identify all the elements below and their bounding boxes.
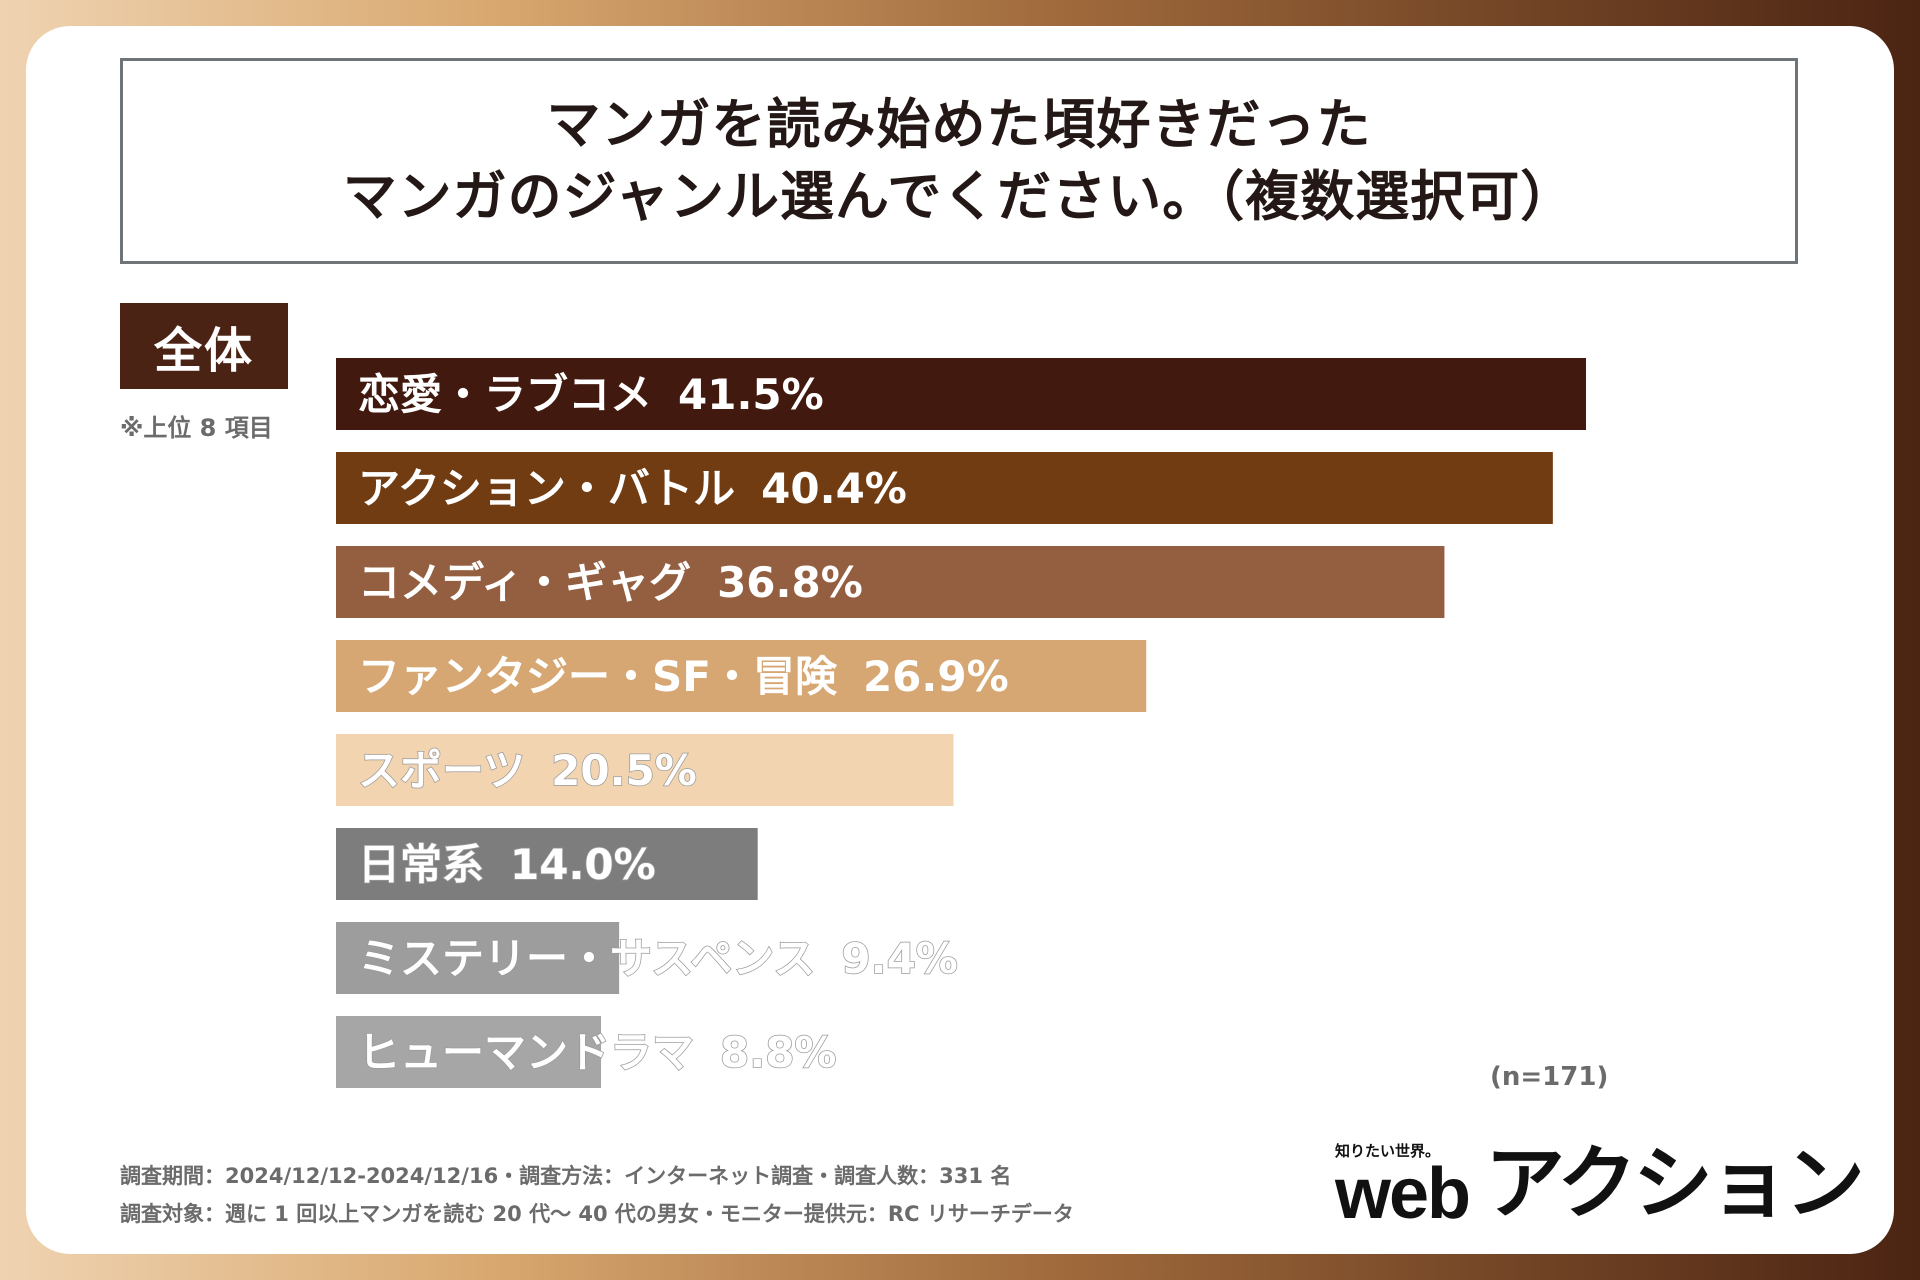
title-box: マンガを読み始めた頃好きだった マンガのジャンル選んでください。（複数選択可）	[120, 58, 1798, 264]
category-label: ヒューマンドラマ	[358, 1028, 694, 1077]
bar-2	[336, 452, 1553, 524]
title-line-2: マンガのジャンル選んでください。（複数選択可）	[342, 165, 1576, 228]
bar-label-2: アクション・バトル 40.4%	[358, 464, 907, 513]
sample-size-label: (n=171)	[1490, 1062, 1609, 1092]
bar-1	[336, 358, 1586, 430]
value-label: 41.5%	[678, 370, 824, 419]
bar-label-5: スポーツ 20.5%	[358, 746, 697, 795]
category-label: コメディ・ギャグ	[358, 558, 691, 607]
bar-label-8: ヒューマンドラマ 8.8%	[358, 1028, 837, 1077]
category-label: 日常系	[358, 840, 484, 889]
top-items-note: ※上位 8 項目	[120, 414, 273, 442]
bar-label-3: コメディ・ギャグ 36.8%	[358, 558, 863, 607]
bar-7	[336, 922, 620, 994]
category-label: ミステリー・サスペンス	[358, 934, 815, 983]
value-label: 40.4%	[761, 464, 907, 513]
title-line-1: マンガを読み始めた頃好きだった	[546, 93, 1372, 156]
logo-web-text: web	[1335, 1154, 1471, 1234]
category-label: アクション・バトル	[358, 464, 735, 513]
bar-5	[336, 734, 954, 806]
bar-label-7: ミステリー・サスペンス 9.4%	[358, 934, 958, 983]
bar-label-6: 日常系 14.0%	[358, 840, 656, 889]
value-label: 9.4%	[841, 934, 957, 983]
logo-tagline: 知りたい世界。	[1335, 1142, 1441, 1160]
survey-target-text: 調査対象：週に 1 回以上マンガを読む 20 代～ 40 代の男女・モニター提供…	[120, 1202, 1074, 1226]
bar-8	[336, 1016, 602, 1088]
scope-tag: 全体	[120, 303, 288, 389]
bar-label-4: ファンタジー・SF・冒険 26.9%	[358, 652, 1009, 701]
web-action-logo: 知りたい世界。 web アクション	[1335, 1138, 1865, 1234]
survey-period-text: 調査期間：2024/12/12-2024/12/16・調査方法：インターネット調…	[120, 1164, 1012, 1188]
value-label: 36.8%	[717, 558, 863, 607]
value-label: 8.8%	[720, 1028, 836, 1077]
bar-4	[336, 640, 1147, 712]
bar-label-1: 恋愛・ラブコメ 41.5%	[358, 370, 824, 419]
category-label: 恋愛・ラブコメ	[358, 370, 652, 419]
value-label: 14.0%	[510, 840, 656, 889]
value-label: 26.9%	[863, 652, 1009, 701]
logo-name-text: アクション	[1485, 1137, 1865, 1230]
category-label: ファンタジー・SF・冒険	[358, 652, 838, 701]
category-label: スポーツ	[358, 746, 525, 795]
bar-6	[336, 828, 758, 900]
value-label: 20.5%	[551, 746, 697, 795]
bar-3	[336, 546, 1445, 618]
